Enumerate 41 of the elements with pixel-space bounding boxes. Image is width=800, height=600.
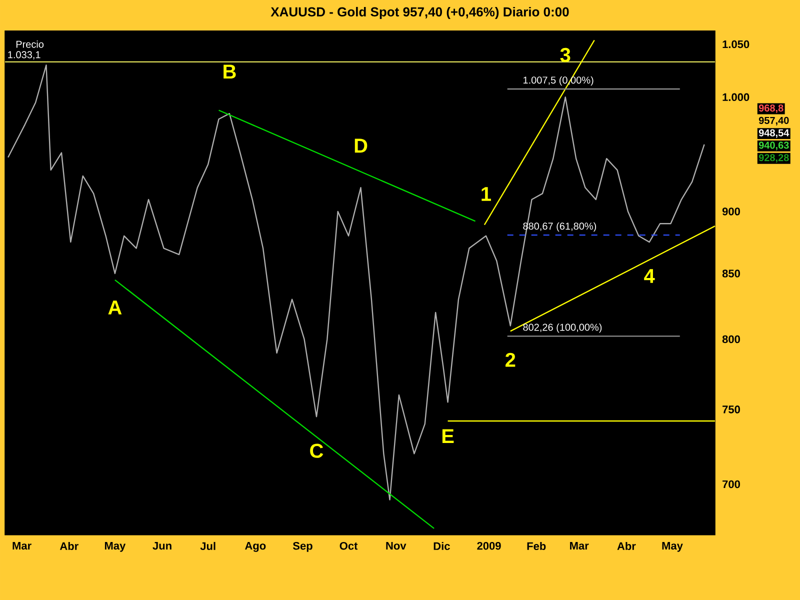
x-tick-label: 2009 <box>477 542 501 550</box>
text: 928,28 <box>758 154 789 163</box>
annotation: 2 <box>506 352 516 367</box>
x-tick-label: Sep <box>292 542 312 552</box>
line-series <box>7 64 705 500</box>
x-tick-label: May <box>662 542 683 552</box>
y-tick-label: 900 <box>722 208 740 216</box>
annotation: D <box>354 138 368 153</box>
text: 948,54 <box>758 129 790 138</box>
text: 940,63 <box>758 142 789 150</box>
chart-title: XAUUSD - Gold Spot 957,40 (+0,46%) Diario 0:00 <box>270 6 569 20</box>
y-axis-title: Precio <box>16 40 44 48</box>
annotation: E <box>442 429 454 444</box>
text: 968,8 <box>758 104 784 114</box>
x-tick-label: Mar <box>12 542 32 550</box>
x-tick-label: Ago <box>245 542 266 552</box>
x-tick-label: Abr <box>60 542 78 550</box>
x-tick-label: Abr <box>617 542 636 550</box>
annotation: C <box>310 444 324 458</box>
ref-line-label: 1.033,1 <box>8 51 40 60</box>
x-tick-label: May <box>104 542 126 552</box>
x-tick-label: Jun <box>152 542 172 550</box>
annotation: 4 <box>644 269 655 283</box>
series-label: 802,26 (100,00%) <box>523 323 602 333</box>
y-tick-label: 1.000 <box>722 93 750 102</box>
y-tick-label: 800 <box>722 335 740 344</box>
annotation: 3 <box>560 48 570 62</box>
y-tick-label: 750 <box>722 406 740 414</box>
x-tick-label: Oct <box>340 542 358 550</box>
x-tick-label: Jul <box>200 542 216 550</box>
x-tick-label: Mar <box>570 542 589 550</box>
x-tick-label: Dic <box>434 542 450 550</box>
x-tick-label: Feb <box>527 542 546 550</box>
y-tick-label: 850 <box>722 270 740 278</box>
annotation: B <box>224 64 236 79</box>
y-tick-label: 1.050 <box>722 40 750 48</box>
x-tick-label: Nov <box>386 542 406 550</box>
annotation: 1 <box>482 187 491 201</box>
y-tick-label: 700 <box>722 480 740 488</box>
text: 957,40 <box>758 116 789 126</box>
annotation: A <box>108 300 122 314</box>
